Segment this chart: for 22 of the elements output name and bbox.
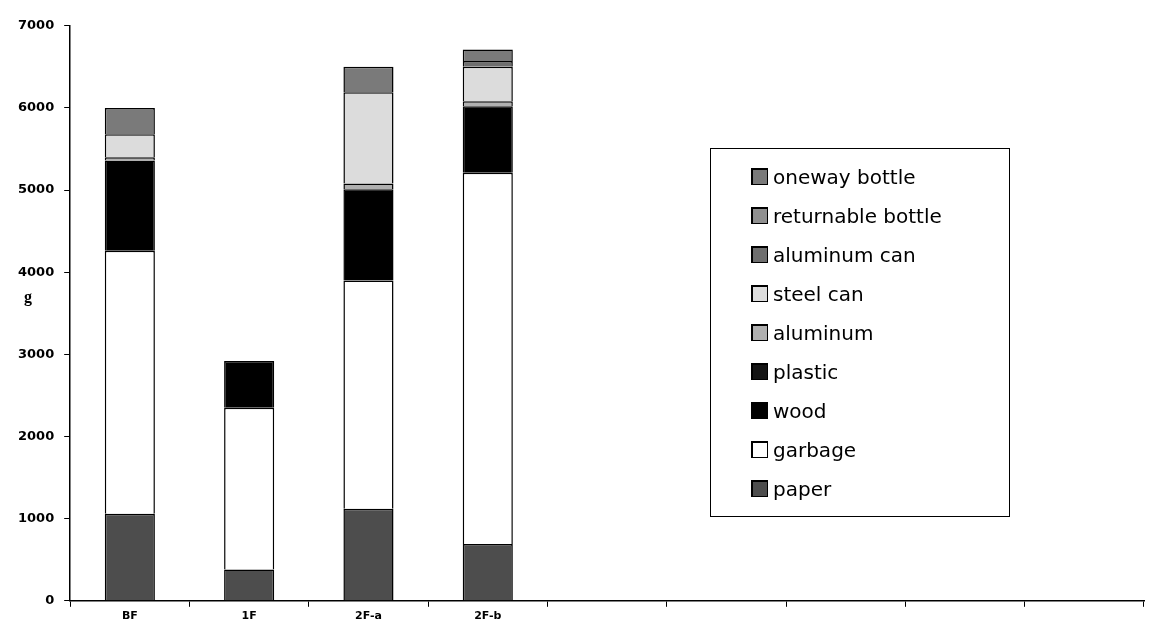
y-tick-label: 4000 <box>17 263 55 279</box>
legend-label: garbage <box>773 437 857 462</box>
y-axis-title: g <box>23 288 33 306</box>
legend-label: paper <box>773 476 832 501</box>
x-tick-label: BF <box>121 609 138 623</box>
legend-label: wood <box>773 398 827 423</box>
y-tick-label: 0 <box>45 592 55 608</box>
legend-label: aluminum <box>773 320 874 345</box>
legend-label: aluminum can <box>773 242 916 267</box>
y-tick-label: 6000 <box>17 99 55 115</box>
legend-label: plastic <box>773 359 839 384</box>
x-tick-label: 1F <box>241 609 257 623</box>
legend-label: returnable bottle <box>773 203 942 228</box>
legend-label: steel can <box>773 281 864 306</box>
x-tick-label: 2F-b <box>474 609 502 623</box>
y-tick-label: 3000 <box>17 345 55 361</box>
y-tick-label: 7000 <box>17 17 55 33</box>
y-tick-label: 5000 <box>17 181 55 197</box>
legend-label: oneway bottle <box>773 164 916 189</box>
x-tick-label: 2F-a <box>355 609 382 623</box>
y-tick-label: 2000 <box>17 427 55 443</box>
y-tick-label: 1000 <box>17 510 55 526</box>
